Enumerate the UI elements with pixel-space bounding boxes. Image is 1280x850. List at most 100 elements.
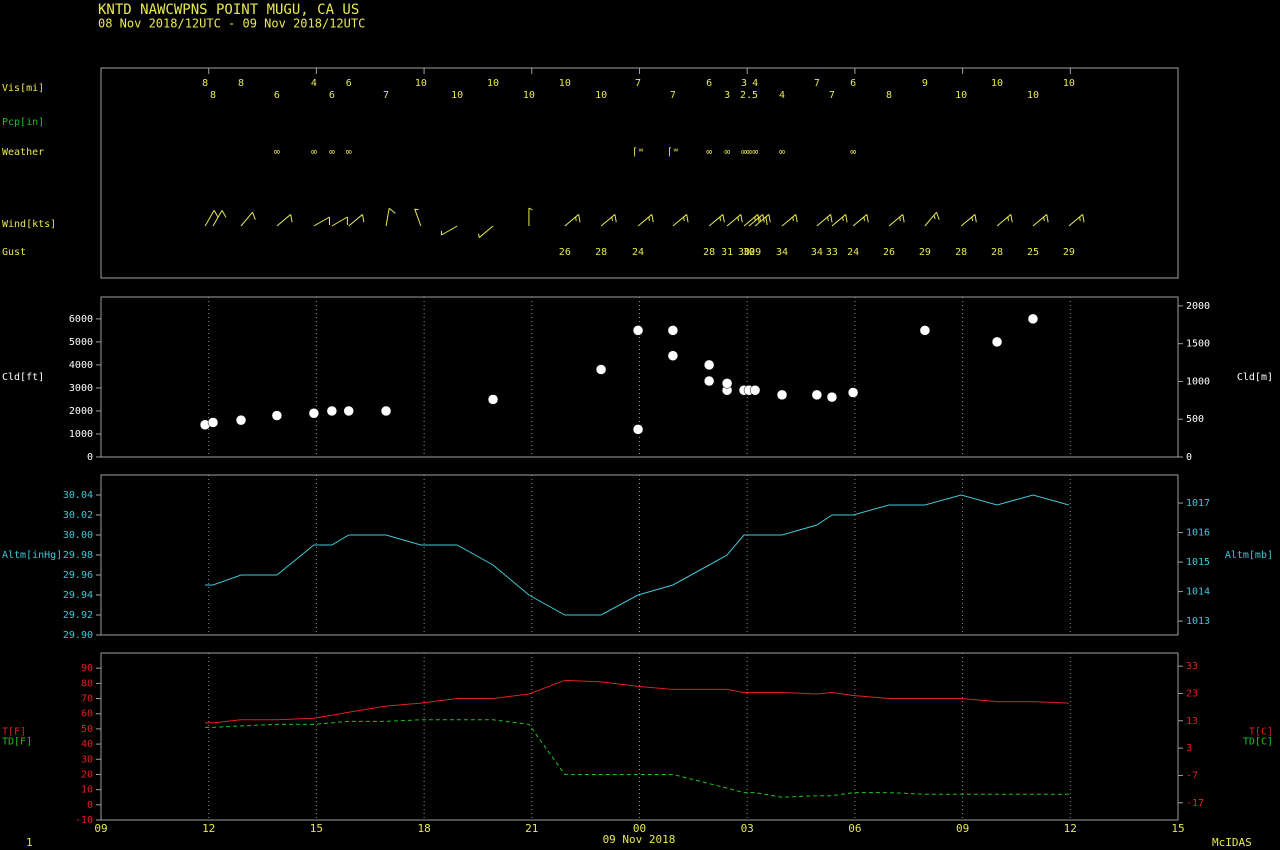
y-tick-label: 6000 — [69, 314, 93, 325]
wind-barb — [852, 214, 869, 227]
wind-barb — [385, 207, 396, 227]
gust: 33 — [826, 247, 838, 258]
y-tick-label: 10 — [81, 785, 93, 796]
y2-axis-label: TD[C] — [1243, 737, 1273, 748]
y2-tick-label: 13 — [1186, 716, 1198, 727]
cloud-layer — [271, 410, 283, 421]
gust: 30 — [738, 247, 750, 258]
y2-tick-label: 23 — [1186, 688, 1198, 699]
y-tick-label: 29.98 — [63, 550, 93, 561]
y2-tick-label: 1017 — [1186, 498, 1210, 509]
y2-tick-label: -17 — [1186, 798, 1204, 809]
wind-barb — [754, 214, 771, 227]
visibility: 10 — [559, 78, 571, 89]
weather-symbol: ∞ — [329, 147, 335, 158]
y2-tick-label: 1000 — [1186, 376, 1210, 387]
wind-barb — [276, 214, 293, 227]
visibility: 4 — [311, 78, 317, 89]
cloud-layer — [308, 408, 320, 419]
y-tick-label: 4000 — [69, 360, 93, 371]
cloud-layer — [487, 394, 499, 405]
weather-symbol: ∞ — [274, 147, 280, 158]
cloud-layer — [1027, 313, 1039, 325]
x-tick-label: 03 — [741, 822, 754, 835]
weather-symbol: ⌈ʷ — [632, 147, 644, 158]
cloud-layer — [343, 405, 354, 417]
wind-barb — [331, 216, 348, 227]
x-tick-label: 15 — [1171, 822, 1184, 835]
weather-symbol: ∞ — [850, 147, 856, 158]
x-tick-label: 09 — [94, 822, 107, 835]
cloud-layer — [595, 364, 607, 375]
y-tick-label: 0 — [87, 452, 93, 463]
x-tick-label: 18 — [417, 822, 430, 835]
wind-barb — [816, 214, 833, 227]
visibility: 4 — [779, 90, 785, 101]
y-axis-label: T[F] — [2, 727, 26, 738]
visibility: 8 — [886, 90, 892, 101]
cloud-layer — [703, 359, 715, 371]
gust: 29 — [749, 247, 761, 258]
y-tick-label: 3000 — [69, 383, 93, 394]
weather-symbol: ∞ — [346, 147, 352, 158]
gust: 34 — [776, 247, 788, 258]
visibility: 8 — [238, 78, 244, 89]
gust: 26 — [883, 247, 895, 258]
weather-symbol: ∞ — [741, 147, 747, 158]
y-tick-label: 90 — [81, 663, 93, 674]
y-tick-label: 29.96 — [63, 570, 93, 581]
wind-barb — [313, 216, 330, 227]
visibility: 6 — [346, 78, 352, 89]
visibility: 3 — [741, 78, 747, 89]
date-label: 09 Nov 2018 — [603, 833, 676, 846]
weather-symbol: ∞ — [311, 147, 317, 158]
wind-barb — [204, 210, 219, 227]
y-tick-label: 29.92 — [63, 610, 93, 621]
wind-barb — [1068, 214, 1085, 227]
visibility: 4 — [752, 78, 758, 89]
row-label: Gust — [2, 247, 26, 258]
gust: 31 — [721, 247, 733, 258]
wind-barb — [960, 214, 977, 227]
visibility: 7 — [635, 78, 641, 89]
y-tick-label: 30.02 — [63, 510, 93, 521]
y2-tick-label: 3 — [1186, 743, 1192, 754]
weather-symbol: ∞ — [746, 147, 752, 158]
visibility: 9 — [922, 78, 928, 89]
y-tick-label: 40 — [81, 739, 93, 750]
wind-barb — [600, 214, 617, 227]
period-subtitle: 08 Nov 2018/12UTC - 09 Nov 2018/12UTC — [98, 17, 365, 31]
station-title: KNTD NAWCWPNS POINT MUGU, CA US — [98, 2, 359, 18]
cloud-layer — [826, 391, 838, 403]
gust: 28 — [703, 247, 715, 258]
gust: 34 — [811, 247, 823, 258]
visibility: 10 — [487, 78, 499, 89]
y2-axis-label: Altm[mb] — [1225, 550, 1273, 561]
weather-symbol: ∞ — [752, 147, 758, 158]
wind-barb — [240, 211, 256, 227]
visibility: 8 — [202, 78, 208, 89]
wind-barb — [781, 214, 798, 227]
cloud-layer — [776, 389, 788, 401]
x-tick-label: 21 — [525, 822, 538, 835]
wind-barb — [726, 214, 743, 227]
visibility: 10 — [1027, 90, 1039, 101]
y-tick-label: 20 — [81, 769, 93, 780]
cloud-layer — [919, 325, 931, 336]
cloud-layer — [632, 325, 644, 336]
wind-barb — [672, 214, 689, 227]
wind-barb — [1032, 214, 1049, 227]
wind-barb — [478, 225, 494, 238]
wind-barb — [441, 225, 458, 236]
y-tick-label: 60 — [81, 709, 93, 720]
page-number: 1 — [26, 836, 33, 849]
gust: 29 — [919, 247, 931, 258]
visibility: 7 — [829, 90, 835, 101]
wind-barb — [414, 208, 422, 227]
y-tick-label: 5000 — [69, 337, 93, 348]
gust: 29 — [1063, 247, 1075, 258]
y-tick-label: 2000 — [69, 406, 93, 417]
y-tick-label: 30 — [81, 754, 93, 765]
